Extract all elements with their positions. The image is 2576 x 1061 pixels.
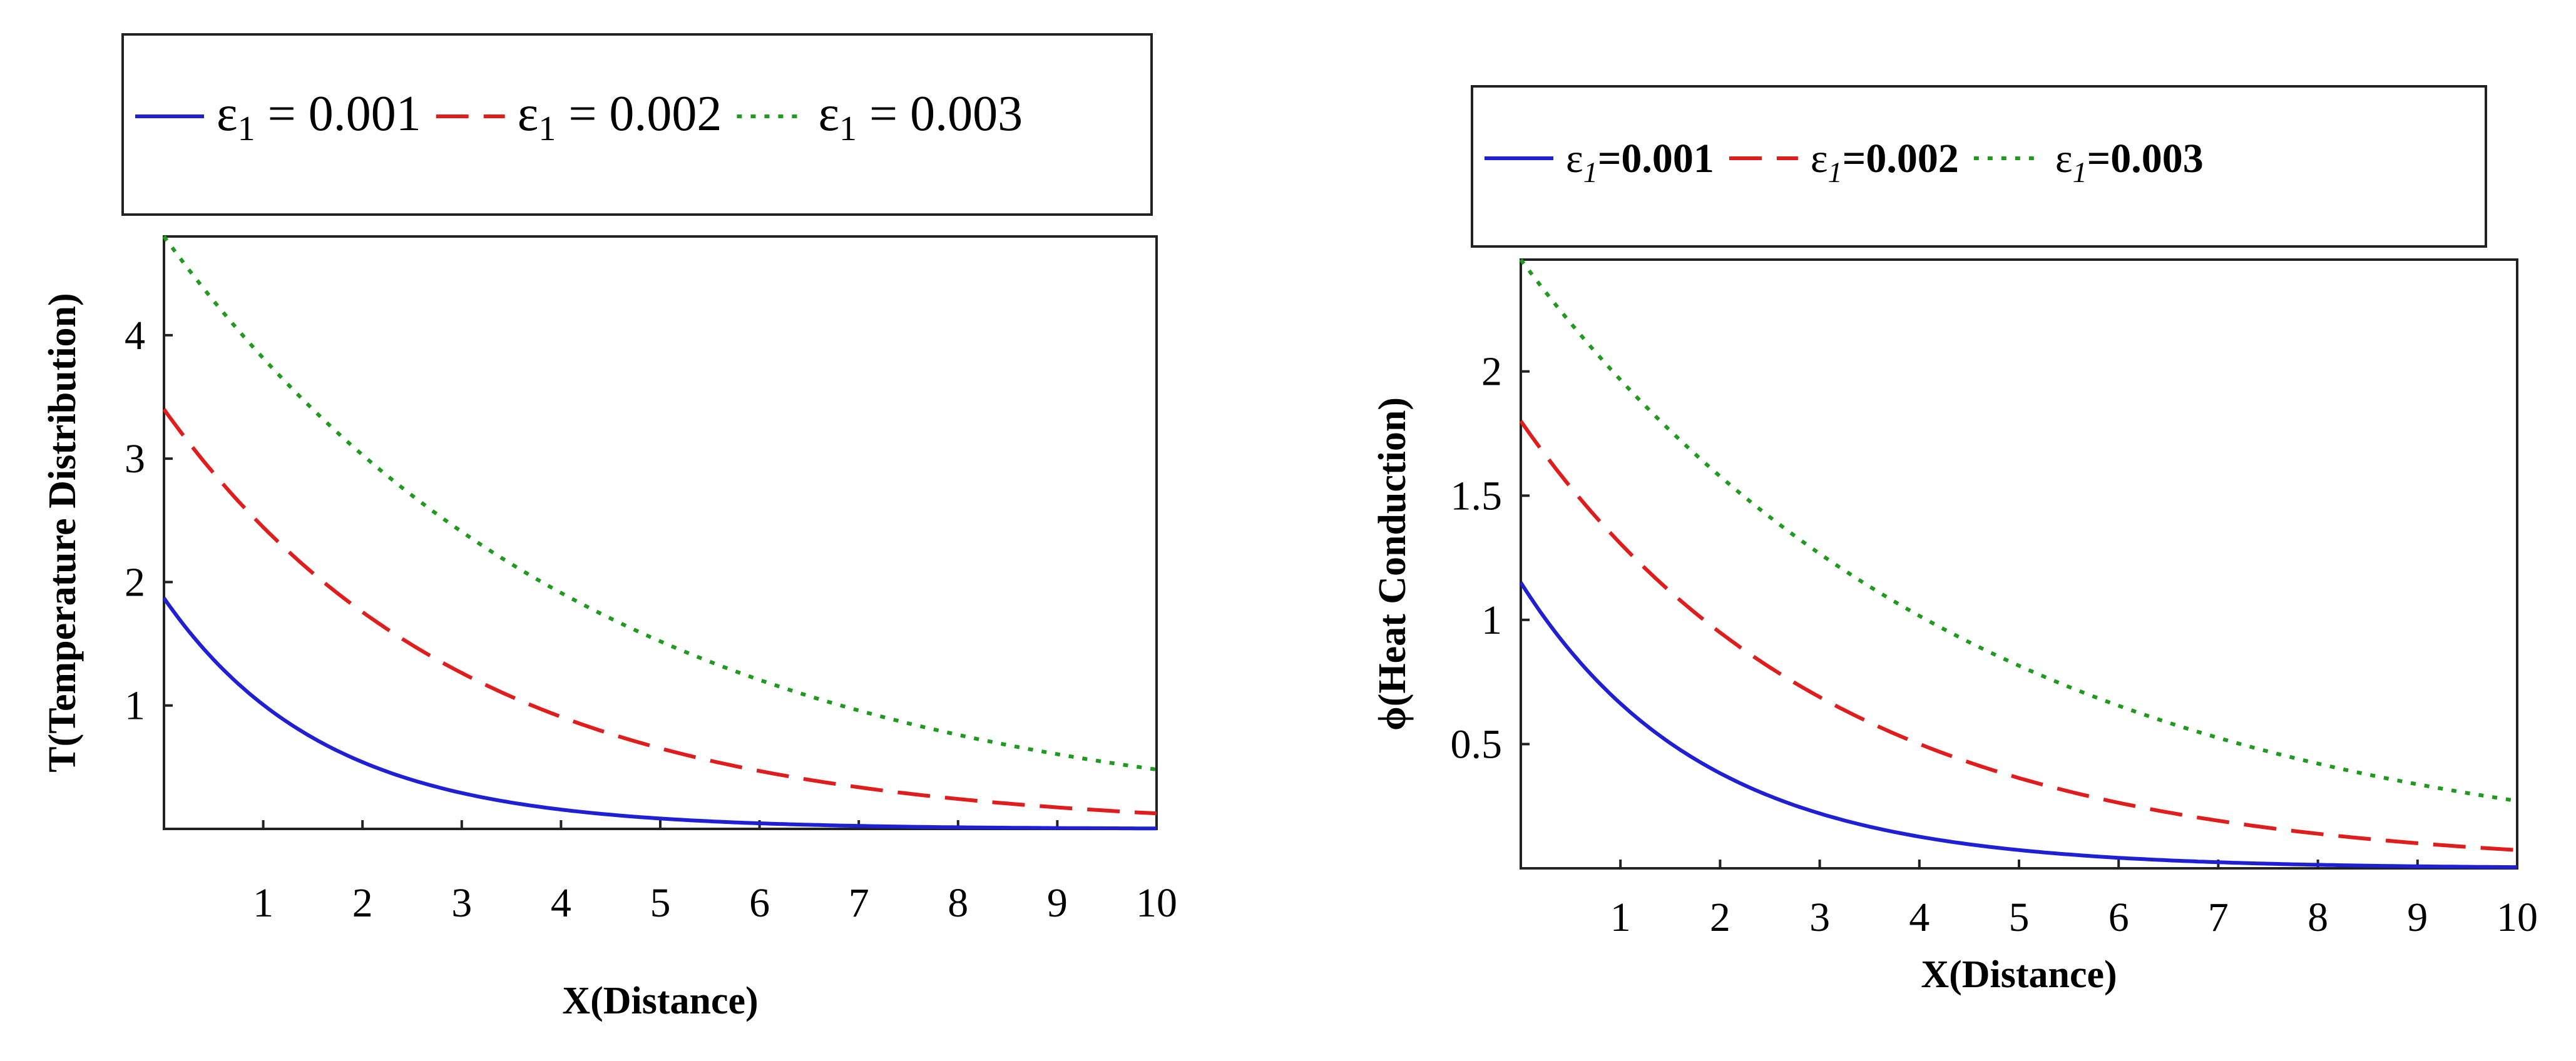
x-tick-label: 7 xyxy=(2208,895,2229,940)
legend-box xyxy=(121,33,1153,216)
plot-frame xyxy=(163,235,1158,830)
y-tick-label: 1.5 xyxy=(1451,473,1503,519)
x-tick-label: 2 xyxy=(1710,895,1730,940)
legend-symbol: ε xyxy=(217,86,238,141)
legend-symbol: ε xyxy=(2055,136,2073,181)
legend-subscript: 1 xyxy=(839,109,857,148)
x-tick-label: 3 xyxy=(451,880,472,926)
legend-subscript: 1 xyxy=(1583,156,1598,188)
legend-value: = 0.001 xyxy=(255,86,421,141)
legend-value: =0.001 xyxy=(1598,136,1714,181)
series-line-3 xyxy=(1519,258,2518,803)
legend-value: = 0.003 xyxy=(857,86,1023,141)
x-tick-label: 8 xyxy=(2308,895,2328,940)
y-tick-label: 2 xyxy=(125,559,145,605)
legend-symbol: ε xyxy=(818,86,839,141)
y-tick-label: 3 xyxy=(125,436,145,482)
x-axis-title: X(Distance) xyxy=(562,980,758,1022)
legend: ε1 = 0.001 ε1 = 0.002 ε1 = 0.003 xyxy=(121,33,1153,216)
y-tick-label: 4 xyxy=(125,313,145,358)
legend-value: =0.002 xyxy=(1843,136,1959,181)
x-tick-label: 2 xyxy=(352,880,373,926)
legend-box xyxy=(1471,85,2487,248)
legend-symbol: ε xyxy=(518,86,539,141)
temperature-distribution-chart: 1 2 3 4 5 6 7 8 9 10 1 2 3 4 X(Distance) T(Temperature … xyxy=(41,33,1177,1022)
legend: ε1=0.001 ε1=0.002 ε1=0.003 xyxy=(1471,85,2487,248)
legend-subscript: 1 xyxy=(538,109,556,148)
x-tick-label: 4 xyxy=(551,880,571,926)
x-tick-label: 1 xyxy=(1610,895,1631,940)
legend-label-2: ε1=0.002 xyxy=(1811,136,1959,188)
legend-symbol: ε xyxy=(1566,136,1583,181)
x-tick-label: 5 xyxy=(650,880,671,926)
x-tick-label: 8 xyxy=(948,880,968,926)
y-tick-label: 1 xyxy=(1481,597,1502,643)
legend-label-2: ε1 = 0.002 xyxy=(518,86,722,148)
legend-label-1: ε1=0.001 xyxy=(1566,136,1714,188)
x-tick-label: 10 xyxy=(1136,880,1177,926)
legend-subscript: 1 xyxy=(238,109,255,148)
series-line-2 xyxy=(162,408,1157,816)
x-tick-label: 10 xyxy=(2497,895,2538,940)
y-tick-label: 2 xyxy=(1481,349,1502,395)
series-line-1 xyxy=(162,597,1157,831)
x-tick-label: 9 xyxy=(1047,880,1068,926)
x-axis-title: X(Distance) xyxy=(1921,953,2117,996)
x-tick-label: 3 xyxy=(1809,895,1830,940)
legend-value: =0.003 xyxy=(2087,136,2204,181)
x-tick-label: 6 xyxy=(2108,895,2129,940)
y-tick-label: 0.5 xyxy=(1451,721,1503,767)
series-line-3 xyxy=(162,235,1157,772)
series-line-1 xyxy=(1519,581,2517,870)
heat-conduction-chart: 1 2 3 4 5 6 7 8 9 10 0.5 1 1.5 2 X(Distance) ϕ(Heat Con… xyxy=(1371,85,2538,996)
y-axis-title: ϕ(Heat Conduction) xyxy=(1371,397,1414,731)
legend-value: = 0.002 xyxy=(556,86,722,141)
legend-symbol: ε xyxy=(1811,136,1828,181)
x-tick-label: 7 xyxy=(849,880,869,926)
legend-label-3: ε1=0.003 xyxy=(2055,136,2204,188)
x-tick-label: 5 xyxy=(2009,895,2030,940)
legend-label-3: ε1 = 0.003 xyxy=(818,86,1023,148)
legend-label-1: ε1 = 0.001 xyxy=(217,86,421,148)
x-tick-label: 4 xyxy=(1909,895,1929,940)
legend-subscript: 1 xyxy=(1828,156,1843,188)
x-tick-label: 6 xyxy=(749,880,770,926)
y-tick-label: 1 xyxy=(125,683,145,729)
series-line-2 xyxy=(1519,420,2518,852)
x-tick-label: 1 xyxy=(253,880,273,926)
x-tick-label: 9 xyxy=(2407,895,2428,940)
y-axis-title: T(Temperature Distribution) xyxy=(41,293,84,772)
legend-subscript: 1 xyxy=(2073,156,2087,188)
